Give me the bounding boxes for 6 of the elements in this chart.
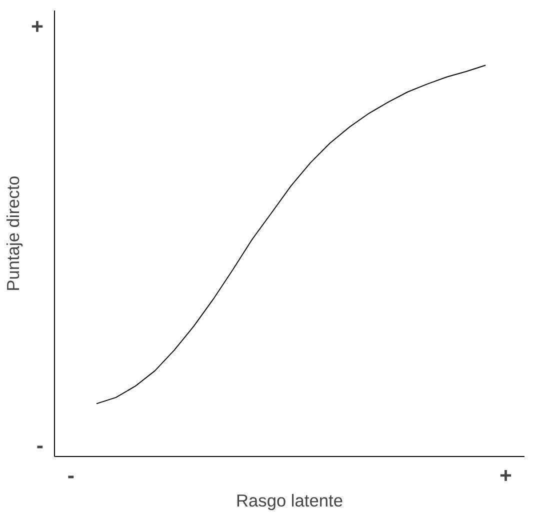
text: -: [67, 464, 75, 488]
text: -: [36, 433, 44, 458]
x-axis-title: Rasgo latente: [236, 490, 343, 510]
y-axis-title: Puntaje directo: [3, 176, 24, 292]
text: +: [31, 14, 44, 39]
text: +: [499, 464, 512, 488]
